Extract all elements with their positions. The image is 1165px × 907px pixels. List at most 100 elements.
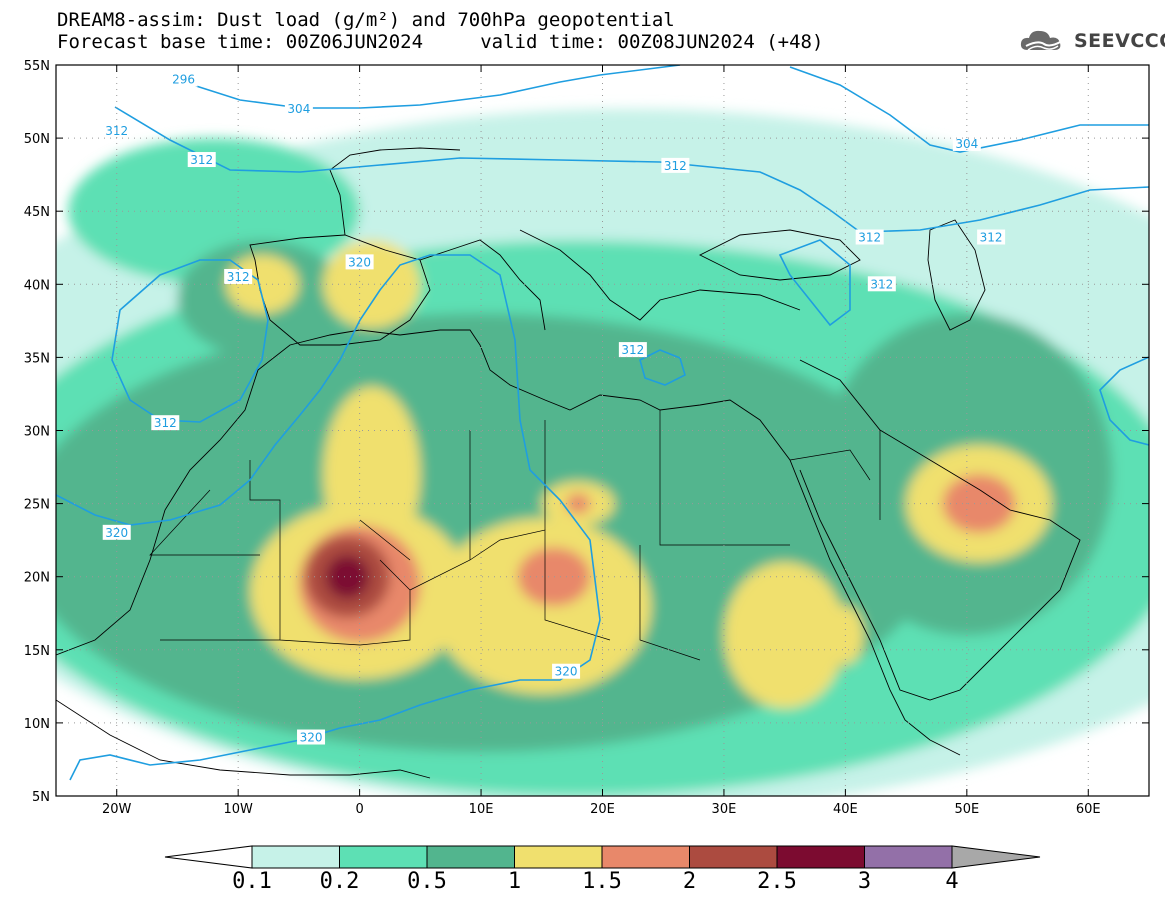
colorbar-label: 4 [945,869,959,894]
dust-region [723,562,846,709]
lat-tick-label: 35N [24,351,50,366]
colorbar-label: 0.2 [319,869,360,894]
lat-tick-label: 20N [24,571,50,586]
lat-tick-label: 50N [24,132,50,147]
contour-label-bg [618,342,647,358]
dust-region [323,240,421,329]
colorbar-label: 0.1 [232,869,272,894]
contour-line-304 [192,65,681,109]
contour-label: 312 [190,153,213,167]
contour-label-bg [151,415,180,431]
contour-line-304-east [789,66,1149,153]
lat-tick-label: 30N [24,425,50,440]
contour-label: 312 [858,231,881,245]
contour-label: 312 [664,159,687,173]
contour-label: 312 [154,416,177,430]
contour-label: 312 [870,277,893,291]
contour-label-bg [661,157,690,173]
logo-text: SEEVCCC [1074,30,1165,52]
cloud-icon [1020,30,1063,51]
africa-coastline [56,329,961,756]
lon-tick-label: 0 [355,802,363,817]
title-line-1: DREAM8-assim: Dust load (g/m²) and 700hP… [57,9,675,31]
contour-label-bg [224,268,253,284]
colorbar-label: 2.5 [757,869,797,894]
colorbar-segment [689,845,778,869]
contour-label-bg [345,254,374,270]
contour-label-bg [102,122,131,138]
lat-tick-label: 45N [24,205,50,220]
lat-tick-label: 25N [24,498,50,513]
contour-label-bg [977,229,1006,245]
title-line-2: Forecast base time: 00Z06JUN2024 valid t… [57,31,824,53]
contour-label: 296 [172,73,195,87]
contour-line-312 [114,106,1149,233]
colorbar-segment [864,845,953,869]
colorbar-label: 1 [507,869,522,894]
lon-tick-label: 10E [469,802,494,817]
contour-label: 312 [227,270,250,284]
lat-tick-label: 10N [24,717,50,732]
lon-tick-label: 30E [712,802,737,817]
lon-tick-label: 50E [954,802,979,817]
colorbar-label: 1.5 [582,869,622,894]
contour-label: 304 [287,102,310,116]
black-sea-coast [698,229,861,281]
colorbar-over-arrow [951,845,1041,869]
colorbar [164,845,1041,869]
lon-tick-label: 20E [590,802,615,817]
contour-label: 320 [105,526,128,540]
contour-line-312-west [111,259,269,423]
colorbar-segment [426,845,515,869]
dust-region [432,518,652,694]
contour-line-312-med [639,349,686,386]
contour-label-bg [552,663,581,679]
contour-label: 312 [980,231,1003,245]
dust-field [56,108,1149,796]
caspian-coast [927,219,986,331]
colorbar-label: 0.5 [407,869,447,894]
dust-region [517,547,591,606]
contour-label: 320 [300,731,323,745]
guinea-coast [56,699,431,779]
colorbar-under-arrow [164,845,253,869]
contour-label-bg [102,524,131,540]
colorbar-segment [251,845,340,869]
contour-label-bg [169,71,198,87]
contour-label: 320 [555,665,578,679]
colorbar-label: 2 [682,869,697,894]
lat-tick-label: 55N [24,59,50,74]
colorbar-segment [514,845,603,869]
lat-tick-label: 15N [24,644,50,659]
country-borders [149,410,881,661]
contour-label-bg [867,276,896,292]
dust-region [942,474,1016,533]
lon-tick-label: 60E [1076,802,1101,817]
colorbar-segment [776,845,865,869]
contour-label-bg [297,729,326,745]
colorbar-segment [339,845,428,869]
contour-label-bg [187,152,216,168]
lon-tick-label: 40E [833,802,858,817]
dust-region [325,554,370,599]
lat-tick-label: 40N [24,278,50,293]
contour-line-320-east [1099,356,1149,446]
lat-tick-label: 5N [32,790,50,805]
contour-label-bg [855,229,884,245]
contour-label: 312 [621,343,644,357]
lon-tick-label: 10W [223,802,253,817]
lon-tick-label: 20W [102,802,132,817]
axis-ticks: 20W 10W 0 10E 20E 30E 40E 50E 60E 55N 50N 45N 40N 35N… [24,59,1149,817]
logo: SEEVCCC [1018,26,1165,56]
dust-region [323,386,421,563]
contour-line-320 [56,254,601,781]
contour-label: 312 [105,124,128,138]
europe-coastline [329,147,801,331]
arabia-coastline [799,359,1081,701]
contour-label-bg [284,100,313,116]
contour-label: 320 [348,255,371,269]
geopotential-contours [56,65,1149,781]
colorbar-label: 3 [857,869,872,894]
